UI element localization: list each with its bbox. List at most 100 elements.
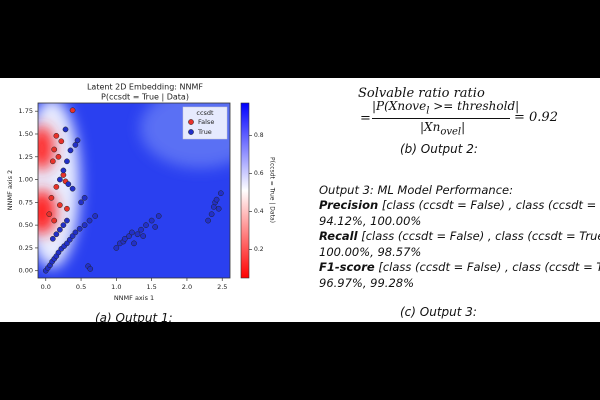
point	[74, 137, 81, 144]
point	[143, 222, 149, 228]
point	[208, 211, 215, 218]
caption-c: (c) Output 3:	[400, 305, 477, 319]
point	[49, 235, 56, 242]
point	[81, 222, 88, 228]
point	[205, 217, 211, 224]
legend-marker	[188, 129, 194, 135]
metric-label: F1-score	[319, 260, 375, 274]
metric-line: Precision [class (ccsdt = False) , class…	[319, 198, 600, 214]
x-tick-label: 2.5	[217, 283, 227, 291]
legend-marker	[188, 119, 194, 125]
y-tick-label: 0.25	[19, 244, 33, 252]
x-tick-label: 2.0	[182, 283, 192, 291]
metric-values: 96.97%, 99.28%	[319, 275, 415, 290]
output2-title: Solvable ratio ratio	[358, 86, 485, 101]
point	[64, 217, 70, 224]
x-axis-label: NNMF axis 1	[114, 294, 154, 302]
legend-label: False	[198, 118, 214, 126]
colorbar-tick-label: 0.2	[254, 246, 264, 253]
y-tick-label: 1.75	[19, 107, 33, 115]
chart: Latent 2D Embedding: NNMF P(ccsdt = True…	[6, 83, 276, 303]
point	[53, 184, 60, 190]
point	[215, 205, 222, 212]
metric-classes: [class (ccsdt = False) , class (ccsdt = …	[381, 198, 600, 212]
x-tick-label: 0.0	[41, 283, 51, 291]
point	[138, 226, 144, 233]
point	[51, 217, 58, 224]
point	[86, 217, 93, 224]
point	[72, 229, 79, 236]
output3-metrics: Precision [class (ccsdt = False) , class…	[319, 198, 600, 291]
point	[57, 202, 63, 208]
point	[81, 194, 88, 201]
point	[92, 213, 99, 219]
metric-values: 94.12%, 100.00%	[319, 213, 422, 228]
denominator-sub: ovel	[440, 126, 462, 138]
point	[213, 196, 220, 203]
caption-b: (b) Output 2:	[400, 142, 478, 156]
point	[148, 217, 155, 224]
legend-title: ccsdt	[196, 109, 214, 117]
point	[155, 213, 162, 219]
point	[57, 176, 63, 183]
fraction-line	[372, 118, 510, 119]
point	[152, 224, 159, 230]
output2-numerator: |P(Xnovel >= threshold|	[372, 99, 519, 116]
point	[67, 147, 74, 154]
y-tick-label: 0.75	[19, 198, 33, 206]
point	[65, 181, 72, 187]
top-band	[0, 0, 600, 78]
output3-title: Output 3: ML Model Performance:	[319, 183, 513, 197]
point	[48, 194, 55, 201]
point	[129, 229, 135, 236]
point	[53, 132, 60, 139]
point	[87, 266, 94, 272]
point	[131, 240, 137, 247]
metric-classes: [class (ccsdt = False) , class (ccsdt = …	[378, 260, 600, 274]
colorbar-tick-label: 0.8	[254, 132, 264, 139]
point	[46, 211, 53, 218]
point	[76, 225, 83, 232]
denominator-main: |Xn	[420, 120, 441, 134]
metric-label: Recall	[319, 229, 358, 243]
point	[64, 158, 70, 165]
legend-label: True	[197, 128, 212, 136]
point	[57, 226, 63, 233]
chart-title: Latent 2D Embedding: NNMF	[87, 83, 203, 92]
output2-denominator: |Xnovel|	[420, 120, 465, 137]
metric-values: 100.00%, 98.57%	[319, 244, 422, 259]
point	[113, 245, 120, 251]
x-tick-label: 1.5	[146, 283, 156, 291]
y-tick-label: 1.00	[19, 176, 33, 184]
point	[55, 153, 62, 160]
output2-result: = 0.92	[514, 110, 558, 125]
point	[69, 185, 76, 192]
metric-classes: [class (ccsdt = False) , class (ccsdt = …	[357, 229, 600, 243]
colorbar-label: P(ccsdt = True | Data)	[269, 157, 276, 223]
numerator-sub: l	[426, 105, 430, 117]
x-tick-label: 0.5	[76, 283, 86, 291]
point	[217, 190, 224, 197]
point	[69, 107, 76, 114]
point	[60, 167, 67, 174]
denominator-rest: |	[461, 120, 466, 134]
colorbar-tick-label: 0.6	[254, 170, 264, 177]
y-tick-label: 0.00	[19, 267, 33, 275]
point	[53, 231, 60, 238]
point	[64, 205, 70, 212]
plot-frame	[37, 102, 231, 279]
y-tick-label: 1.50	[19, 130, 33, 138]
point	[58, 138, 65, 145]
point	[49, 158, 56, 165]
point	[78, 199, 84, 206]
point	[51, 146, 58, 153]
point	[121, 235, 128, 242]
point	[134, 231, 141, 238]
metric-line: F1-score [class (ccsdt = False) , class …	[319, 260, 600, 276]
output2-equals: =	[360, 111, 371, 126]
numerator-rest: >= threshold|	[429, 99, 520, 113]
y-tick-label: 0.50	[19, 221, 33, 229]
point	[72, 142, 79, 148]
chart-subtitle: P(ccsdt = True | Data)	[101, 93, 189, 102]
